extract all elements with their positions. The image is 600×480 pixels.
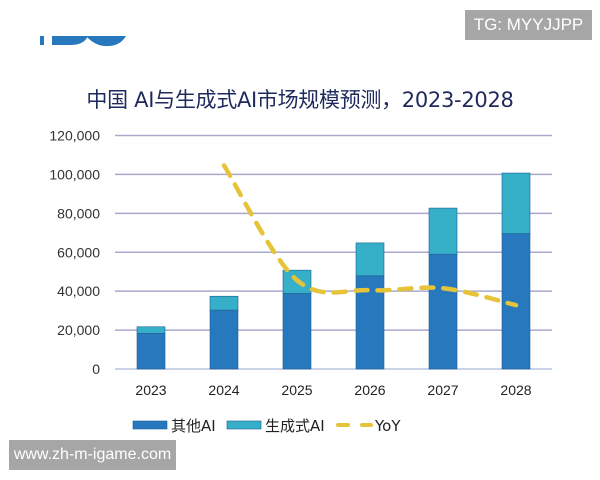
bar-genai-2024 (209, 295, 239, 311)
bar-genai-2026 (355, 242, 385, 277)
bar-other-ai-2027 (428, 253, 458, 370)
yoy-line (221, 163, 519, 308)
y-tick-label: 80,000 (57, 205, 100, 221)
legend-label-other-ai: 其他AI (171, 417, 216, 435)
y-tick-label: 40,000 (57, 283, 100, 299)
x-tick-label: 2023 (135, 382, 166, 398)
y-tick-label: 120,000 (49, 128, 100, 144)
legend-swatch-other-ai (132, 420, 168, 430)
bar-other-ai-2028 (501, 233, 531, 370)
x-tick-label: 2024 (208, 382, 239, 398)
watermark-url: www.zh-m-igame.com (9, 440, 176, 470)
bar-other-ai-2023 (136, 333, 166, 370)
y-tick-label: 20,000 (57, 322, 100, 338)
bar-genai-2023 (136, 326, 166, 334)
legend-label-genai: 生成式AI (265, 417, 325, 435)
x-tick-label: 2027 (427, 382, 458, 398)
logo-fragment (40, 36, 126, 47)
x-tick-label: 2028 (500, 382, 531, 398)
bar-other-ai-2025 (282, 293, 312, 370)
chart-title: 中国 AI与生成式AI市场规模预测，2023-2028 (86, 88, 514, 112)
bar-genai-2027 (428, 207, 458, 255)
x-tick-label: 2026 (354, 382, 385, 398)
bar-other-ai-2024 (209, 309, 239, 370)
y-tick-label: 0 (92, 361, 100, 377)
legend-label-yoy: YoY (374, 417, 401, 435)
watermark-tg: TG: MYYJJPP (465, 10, 592, 40)
legend-swatch-genai (226, 420, 262, 430)
y-tick-label: 60,000 (57, 244, 100, 260)
x-tick-label: 2025 (281, 382, 312, 398)
bar-genai-2028 (501, 172, 531, 234)
y-tick-label: 100,000 (49, 166, 100, 182)
